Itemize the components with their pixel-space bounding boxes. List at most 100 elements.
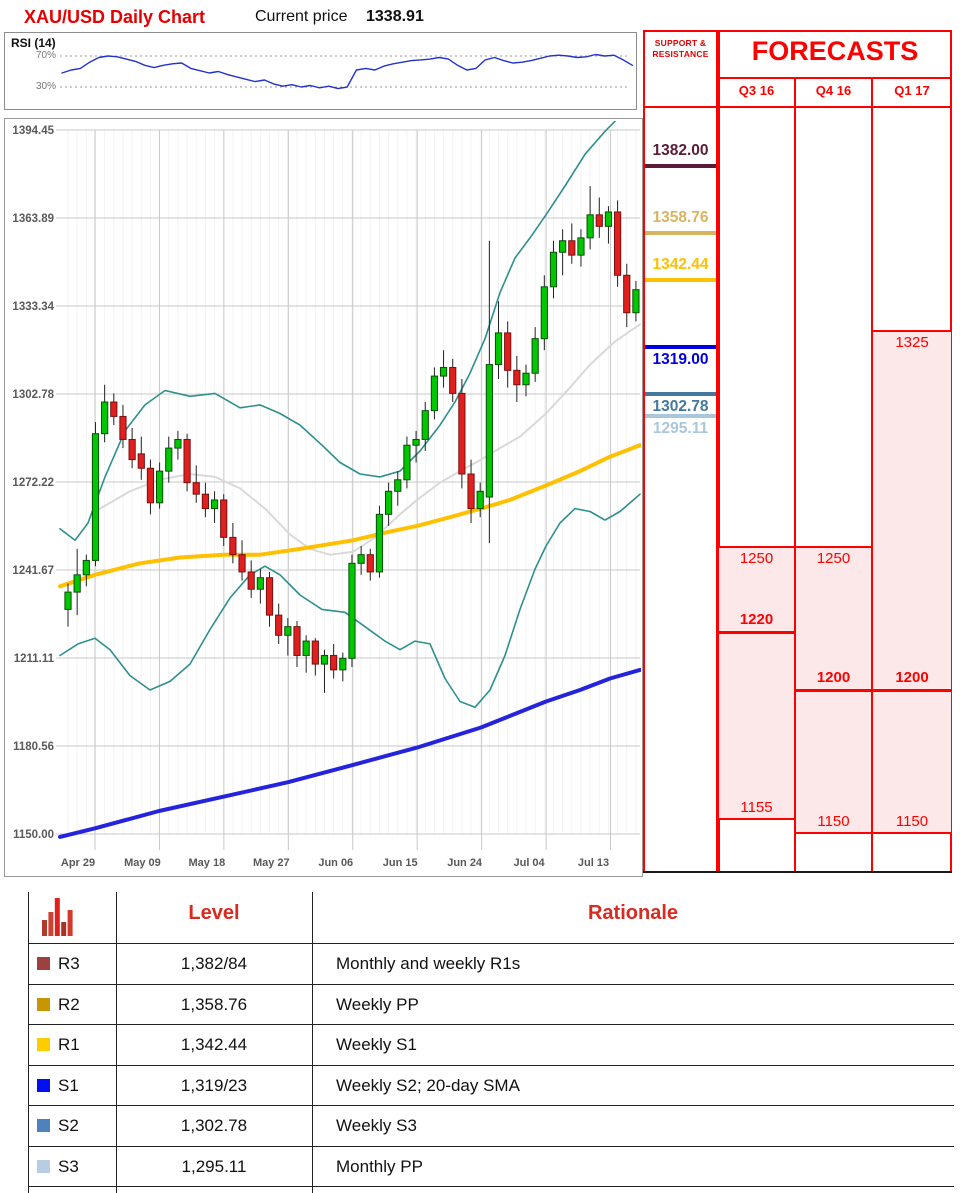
rsi-panel [4, 32, 637, 110]
rsi-line [61, 53, 634, 90]
sr-level-line [645, 414, 716, 418]
y-axis-label: 1150.00 [13, 829, 54, 841]
sma-blue-line [58, 667, 641, 839]
x-axis-label: Jul 04 [513, 857, 545, 869]
x-axis-label: May 09 [124, 857, 161, 869]
level-value: 1,382/84 [180, 954, 248, 973]
forecast-range-band [719, 546, 794, 820]
forecast-range-top-value: 1250 [816, 550, 851, 567]
sr-level-value: 1302.78 [652, 398, 709, 415]
x-axis-label: May 27 [253, 857, 290, 869]
table-row-border [28, 1105, 954, 1106]
forecasts-subheader-divider [718, 106, 952, 108]
level-rationale: Monthly PP [336, 1157, 423, 1176]
candlestick-chart: Apr 29 May 09 May 18 May 27 Jun 06 Jun 15 Jun … [12, 53, 641, 869]
forecast-column-divider [871, 79, 873, 871]
forecast-range-bottom-value: 1155 [740, 799, 773, 816]
forecast-column-divider [794, 79, 796, 871]
y-axis-label: 1333.34 [12, 301, 54, 313]
bollinger-upper-line [59, 121, 617, 542]
support-resistance-column [643, 30, 718, 873]
y-axis-label: 1363.89 [12, 213, 54, 225]
forecast-range-bottom-value: 1150 [895, 813, 929, 830]
y-axis-label: 1211.11 [14, 653, 55, 665]
y-axis-label: 1180.56 [13, 741, 54, 753]
level-color-swatch [37, 1079, 50, 1092]
sr-level-line [645, 164, 716, 168]
table-row-border [28, 1024, 954, 1025]
forecast-pivot-value: 1200 [816, 669, 851, 686]
table-rationale-header: Rationale [587, 902, 679, 924]
rsi-30-tick: 30% [35, 81, 56, 92]
x-axis-label: May 18 [189, 857, 226, 869]
x-axis-label: Apr 29 [61, 857, 95, 869]
support-resistance-header-divider [645, 106, 716, 108]
sr-level-value: 1295.11 [652, 420, 709, 437]
level-color-swatch [37, 1119, 50, 1132]
level-value: 1,295.11 [181, 1157, 247, 1176]
forecast-bottom-rule [643, 871, 952, 873]
level-value: 1,358.76 [180, 995, 248, 1014]
level-color-swatch [37, 957, 50, 970]
forecast-range-band [873, 330, 951, 834]
forecasts-title-divider [718, 77, 952, 79]
table-row-border [28, 1064, 954, 1066]
support-resistance-header: SUPPORT & RESISTANCE [652, 38, 709, 60]
chart-series [58, 121, 641, 839]
sr-level-value: 1382.00 [652, 142, 709, 159]
rsi-70-tick: 70% [35, 50, 56, 61]
sr-level-value: 1319.00 [652, 351, 709, 368]
forecast-range-top-value: 1250 [739, 550, 774, 567]
table-row-border [28, 983, 954, 985]
current-price-label: Current price [255, 8, 348, 25]
table-level-header: Level [188, 902, 240, 924]
x-axis-label: Jun 06 [318, 857, 353, 869]
forecast-quarter-header: Q4 16 [815, 83, 852, 98]
level-id: S1 [58, 1076, 79, 1095]
rsi-indicator-label: RSI (14) [11, 36, 56, 50]
level-color-swatch [37, 998, 50, 1011]
bollinger-lower-line [59, 493, 641, 709]
price-chart-panel [4, 118, 643, 877]
level-rationale: Weekly S2; 20-day SMA [336, 1076, 520, 1095]
forecast-range-top-value: 1325 [895, 334, 929, 351]
level-value: 1,302.78 [180, 1116, 248, 1135]
table-divider-1 [116, 892, 117, 1193]
sma20-line [94, 323, 641, 556]
level-rationale: Weekly S3 [336, 1116, 417, 1135]
sr-level-value: 1358.76 [652, 209, 709, 226]
forecasts-title: FORECASTS [751, 36, 919, 66]
sr-level-line [645, 278, 716, 282]
y-axis-label: 1302.78 [12, 389, 54, 401]
table-row-border [28, 1145, 954, 1147]
x-axis-label: Jun 15 [383, 857, 418, 869]
level-value: 1,342.44 [180, 1035, 248, 1054]
level-id: S2 [58, 1116, 79, 1135]
forecast-quarter-header: Q3 16 [738, 83, 775, 98]
y-axis-label: 1272.22 [12, 477, 54, 489]
sr-level-value: 1342.44 [652, 256, 709, 273]
forecast-range-bottom-value: 1150 [817, 813, 850, 830]
candles [64, 186, 640, 693]
level-color-swatch [37, 1038, 50, 1051]
x-axis-label: Jul 13 [578, 857, 609, 869]
sma-yellow-line [58, 443, 641, 589]
sr-level-line [645, 392, 716, 396]
bar-chart-icon [40, 896, 74, 938]
table-divider-2 [312, 892, 313, 1193]
level-id: R1 [58, 1035, 80, 1054]
level-rationale: Monthly and weekly R1s [336, 954, 521, 973]
level-id: R2 [58, 995, 80, 1014]
y-axis-label: 1394.45 [12, 125, 54, 137]
forecast-pivot-line [796, 689, 871, 692]
y-axis-label: 1241.67 [12, 565, 54, 577]
current-price-value: 1338.91 [366, 8, 424, 25]
chart-grid: Apr 29 May 09 May 18 May 27 Jun 06 Jun 15 Jun … [12, 125, 640, 869]
x-axis-label: Jun 24 [447, 857, 483, 869]
table-row-border [28, 943, 954, 944]
forecast-pivot-value: 1220 [739, 611, 774, 628]
level-rationale: Weekly PP [336, 995, 419, 1014]
table-row-border [28, 1186, 954, 1187]
forecast-pivot-line [719, 631, 794, 634]
